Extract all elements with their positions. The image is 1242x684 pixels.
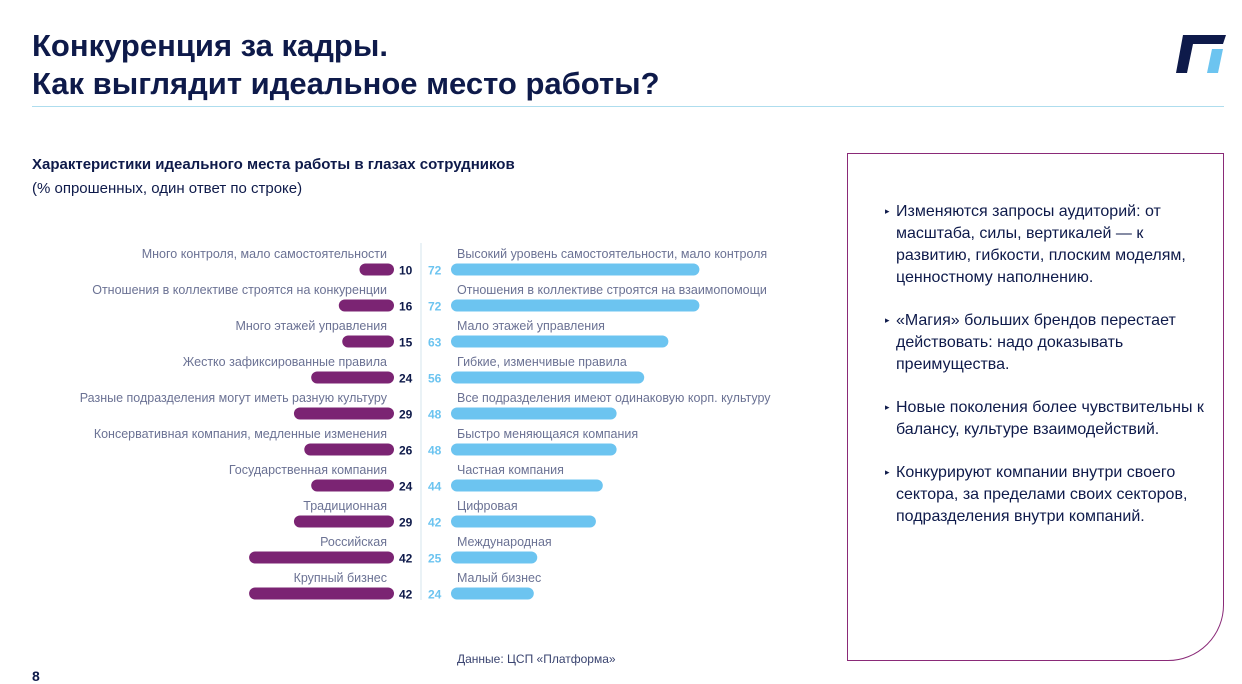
page-title: Конкуренция за кадры. Как выглядит идеал… (32, 27, 660, 103)
right-bar (451, 443, 617, 456)
right-value-label: 48 (428, 444, 442, 458)
left-value-label: 29 (399, 516, 413, 530)
left-value-label: 42 (399, 552, 413, 566)
right-value-label: 56 (428, 372, 442, 386)
right-value-label: 63 (428, 336, 442, 350)
right-value-label: 44 (428, 480, 442, 494)
logo-light-shape (1207, 49, 1223, 73)
right-bar (451, 263, 700, 276)
logo-dark-shape (1176, 35, 1226, 73)
diverging-bar-chart: Много контроля, мало самостоятельности 10… (80, 243, 771, 602)
right-value-label: 42 (428, 516, 442, 530)
left-category-label: Жестко зафиксированные правила (183, 355, 387, 369)
left-bar (359, 263, 394, 276)
right-category-label: Гибкие, изменчивые правила (457, 355, 627, 369)
insight-item: ▸ Новые поколения более чувствительны к б… (885, 397, 1205, 441)
source-note: Данные: ЦСП «Платформа» (457, 652, 616, 666)
page-title-line-1: Конкуренция за кадры. (32, 28, 388, 63)
right-category-label: Малый бизнес (457, 571, 541, 585)
right-bar (451, 407, 617, 420)
platform-logo-icon (1176, 35, 1226, 73)
insights-panel (847, 153, 1224, 661)
left-value-label: 15 (399, 336, 413, 350)
insight-text: Изменяются запросы аудиторий: от масштаб… (896, 203, 1186, 286)
right-value-label: 25 (428, 552, 442, 566)
right-category-label: Быстро меняющаяся компания (457, 427, 638, 441)
left-value-label: 26 (399, 444, 413, 458)
left-bar (293, 515, 394, 528)
right-category-label: Частная компания (457, 463, 564, 477)
left-value-label: 24 (399, 372, 413, 386)
chart-subtitle: (% опрошенных, один ответ по строке) (32, 180, 303, 197)
right-bar (451, 479, 603, 492)
left-category-label: Много этажей управления (235, 319, 387, 333)
page-title-line-2: Как выглядит идеальное место работы? (32, 66, 660, 101)
bullet-arrow-icon: ▸ (885, 402, 890, 412)
insight-item: ▸ Изменяются запросы аудиторий: от масшта… (885, 201, 1205, 289)
right-bar (451, 587, 534, 600)
left-bar (311, 371, 394, 384)
insight-text: Новые поколения более чувствительны к ба… (896, 399, 1204, 438)
right-category-label: Все подразделения имеют одинаковую корп.… (457, 391, 771, 405)
left-bar (311, 479, 394, 492)
chart-title: Характеристики идеального места работы в… (32, 156, 515, 173)
insight-text: Конкурируют компании внутри своего секто… (896, 464, 1188, 525)
insight-item: ▸ Конкурируют компании внутри своего сект… (885, 462, 1205, 528)
bullet-arrow-icon: ▸ (885, 467, 890, 477)
right-bar (451, 299, 700, 312)
left-value-label: 24 (399, 480, 413, 494)
left-value-label: 16 (399, 300, 413, 314)
left-category-label: Много контроля, мало самостоятельности (142, 247, 387, 261)
right-bar (451, 335, 669, 348)
right-category-label: Цифровая (457, 499, 518, 513)
right-value-label: 72 (428, 264, 442, 278)
left-value-label: 10 (399, 264, 413, 278)
left-category-label: Крупный бизнес (294, 571, 387, 585)
insights-list: ▸ Изменяются запросы аудиторий: от масшта… (885, 201, 1205, 549)
bullet-arrow-icon: ▸ (885, 206, 890, 216)
left-bar (342, 335, 394, 348)
left-bar (338, 299, 394, 312)
left-value-label: 42 (399, 588, 413, 602)
left-bar (293, 407, 394, 420)
right-value-label: 24 (428, 588, 442, 602)
left-category-label: Отношения в коллективе строятся на конку… (92, 283, 387, 297)
insight-item: ▸ «Магия» больших брендов перестает дейст… (885, 310, 1205, 376)
right-bar (451, 551, 538, 564)
right-bar (451, 371, 645, 384)
right-category-label: Международная (457, 535, 552, 549)
right-category-label: Отношения в коллективе строятся на взаим… (457, 283, 767, 297)
left-category-label: Традиционная (303, 499, 387, 513)
right-value-label: 72 (428, 300, 442, 314)
bullet-arrow-icon: ▸ (885, 315, 890, 325)
left-category-label: Консервативная компания, медленные измен… (94, 427, 387, 441)
header-divider (32, 106, 1224, 107)
right-bar (451, 515, 596, 528)
left-bar (249, 587, 394, 600)
left-category-label: Разные подразделения могут иметь разную … (80, 391, 388, 405)
insight-text: «Магия» больших брендов перестает действ… (896, 312, 1176, 373)
left-bar (304, 443, 394, 456)
page-number: 8 (32, 668, 40, 684)
left-category-label: Государственная компания (229, 463, 387, 477)
left-value-label: 29 (399, 408, 413, 422)
right-category-label: Высокий уровень самостоятельности, мало … (457, 247, 767, 261)
left-category-label: Российская (320, 535, 387, 549)
right-category-label: Мало этажей управления (457, 319, 605, 333)
right-value-label: 48 (428, 408, 442, 422)
left-bar (249, 551, 394, 564)
